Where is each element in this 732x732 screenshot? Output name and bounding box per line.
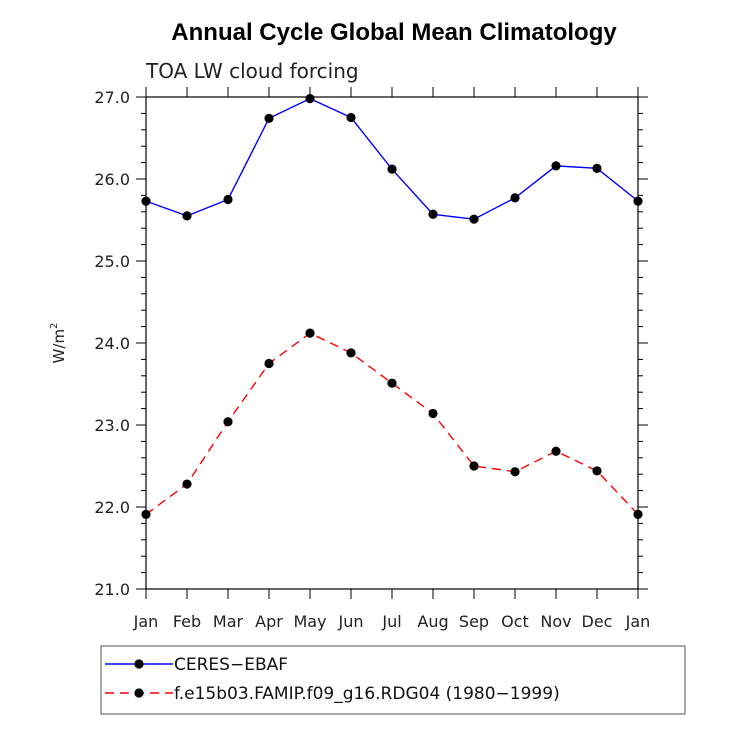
series-0-point [141, 196, 151, 206]
series-1-point [387, 378, 397, 388]
series-0-point [223, 194, 233, 205]
series-line-1 [145, 332, 639, 515]
series-line-0 [145, 97, 639, 220]
x-tick-label: Mar [213, 612, 244, 631]
series-1-point [223, 417, 233, 427]
y-tick-label: 22.0 [94, 498, 130, 517]
legend-marker-0 [134, 659, 144, 669]
series-1-point [428, 408, 438, 419]
x-tick-label: Jan [133, 612, 159, 631]
y-axis-label-text: W/m [50, 329, 68, 364]
y-tick-label: 27.0 [94, 88, 130, 107]
legend-marker-1 [134, 688, 144, 698]
series-0-point [592, 163, 602, 173]
legend-label-0: CERES−EBAF [174, 655, 288, 675]
y-axis-label-superscript: 2 [49, 323, 60, 329]
y-tick-label: 24.0 [94, 334, 130, 353]
plot-area: 21.0 22.0 23.0 24.0 25.0 26.0 27.0 Jan Feb Mar Apr… [94, 87, 650, 631]
chart-title: Annual Cycle Global Mean Climatology [171, 19, 617, 46]
chart-subtitle: TOA LW cloud forcing [145, 59, 359, 83]
series-1-point [551, 446, 561, 456]
y-axis-label: W/m2 [49, 323, 68, 364]
series-1-point [633, 509, 643, 519]
series-1-point [264, 358, 274, 369]
series-1-point [305, 328, 315, 338]
series-0-point [428, 209, 438, 219]
series-0-point [387, 164, 397, 174]
x-tick-label: Feb [173, 612, 201, 631]
series-0-point [510, 193, 520, 203]
series-0-point [633, 196, 643, 206]
x-tick-label: Sep [459, 612, 489, 631]
y-tick-label: 25.0 [94, 252, 130, 271]
series-1-point [469, 461, 479, 471]
series-1-point [182, 479, 192, 489]
legend-label-1: f.e15b03.FAMIP.f09_g16.RDG04 (1980−1999) [174, 684, 560, 704]
series-0-point [469, 214, 479, 224]
x-tick-label: Jan [625, 612, 651, 631]
series-1-point [346, 348, 356, 358]
x-tick-label: Apr [255, 612, 283, 631]
series-1-point [141, 509, 151, 519]
series-0-point [264, 113, 274, 123]
legend-box [100, 645, 686, 715]
legend: CERES−EBAF f.e15b03.FAMIP.f09_g16.RDG04 (… [100, 645, 686, 715]
series-0-point [182, 211, 192, 221]
x-tick-label: Oct [501, 612, 529, 631]
series-0-point [551, 161, 561, 171]
x-tick-label: May [293, 612, 326, 631]
x-tick-label: Jul [381, 612, 401, 631]
y-tick-label: 26.0 [94, 170, 130, 189]
x-tick-label: Dec [582, 612, 613, 631]
x-tick-label: Jun [338, 612, 364, 631]
series-0-point [346, 112, 356, 123]
x-tick-label: Aug [417, 612, 448, 631]
x-tick-label: Nov [540, 612, 571, 631]
series-0-point [305, 94, 315, 104]
series-1-point [510, 467, 520, 477]
y-tick-label: 23.0 [94, 416, 130, 435]
y-tick-label: 21.0 [94, 580, 130, 599]
series-1-point [592, 466, 602, 476]
